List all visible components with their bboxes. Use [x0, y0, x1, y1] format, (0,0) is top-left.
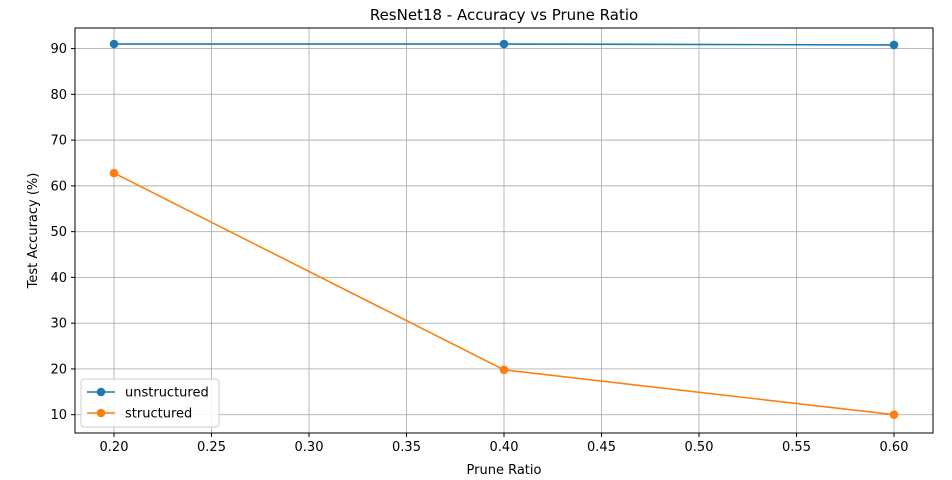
x-tick-label: 0.25 [197, 440, 226, 455]
x-tick-label: 0.30 [295, 440, 324, 455]
y-tick-label: 50 [50, 225, 67, 240]
x-tick-label: 0.40 [490, 440, 519, 455]
x-axis: 0.20 0.25 0.30 0.35 0.40 0.45 0.50 0.55 0.60 [100, 433, 909, 455]
data-point-structured [109, 168, 119, 178]
y-tick-label: 10 [50, 408, 67, 423]
legend-box [80, 378, 220, 428]
legend-entry-unstructured: unstructured [87, 386, 209, 401]
x-axis-label: Prune Ratio [467, 463, 542, 478]
chart-title: ResNet18 - Accuracy vs Prune Ratio [370, 6, 638, 24]
data-point-unstructured [889, 40, 899, 50]
y-tick-label: 60 [50, 179, 67, 194]
legend: unstructured structured [80, 378, 220, 428]
legend-label: structured [125, 407, 192, 422]
y-tick-label: 70 [50, 134, 67, 149]
y-tick-label: 40 [50, 271, 67, 286]
x-tick-label: 0.20 [100, 440, 129, 455]
series-layer [109, 39, 899, 419]
series-structured [109, 168, 899, 419]
y-tick-label: 30 [50, 317, 67, 332]
legend-label: unstructured [125, 386, 209, 401]
legend-marker [96, 387, 106, 397]
data-point-unstructured [499, 39, 509, 49]
legend-marker [96, 408, 106, 418]
x-tick-label: 0.45 [587, 440, 616, 455]
x-tick-label: 0.50 [685, 440, 714, 455]
x-tick-label: 0.35 [392, 440, 421, 455]
y-axis: 10 20 30 40 50 60 70 80 90 [50, 42, 75, 423]
x-tick-label: 0.55 [782, 440, 811, 455]
y-axis-label: Test Accuracy (%) [26, 173, 41, 290]
data-point-unstructured [109, 39, 119, 49]
data-point-structured [499, 365, 509, 375]
y-tick-label: 90 [50, 42, 67, 57]
series-unstructured [109, 39, 899, 50]
x-tick-label: 0.60 [880, 440, 909, 455]
y-tick-label: 20 [50, 362, 67, 377]
legend-entry-structured: structured [87, 407, 192, 422]
y-tick-label: 80 [50, 88, 67, 103]
data-point-structured [889, 410, 899, 419]
